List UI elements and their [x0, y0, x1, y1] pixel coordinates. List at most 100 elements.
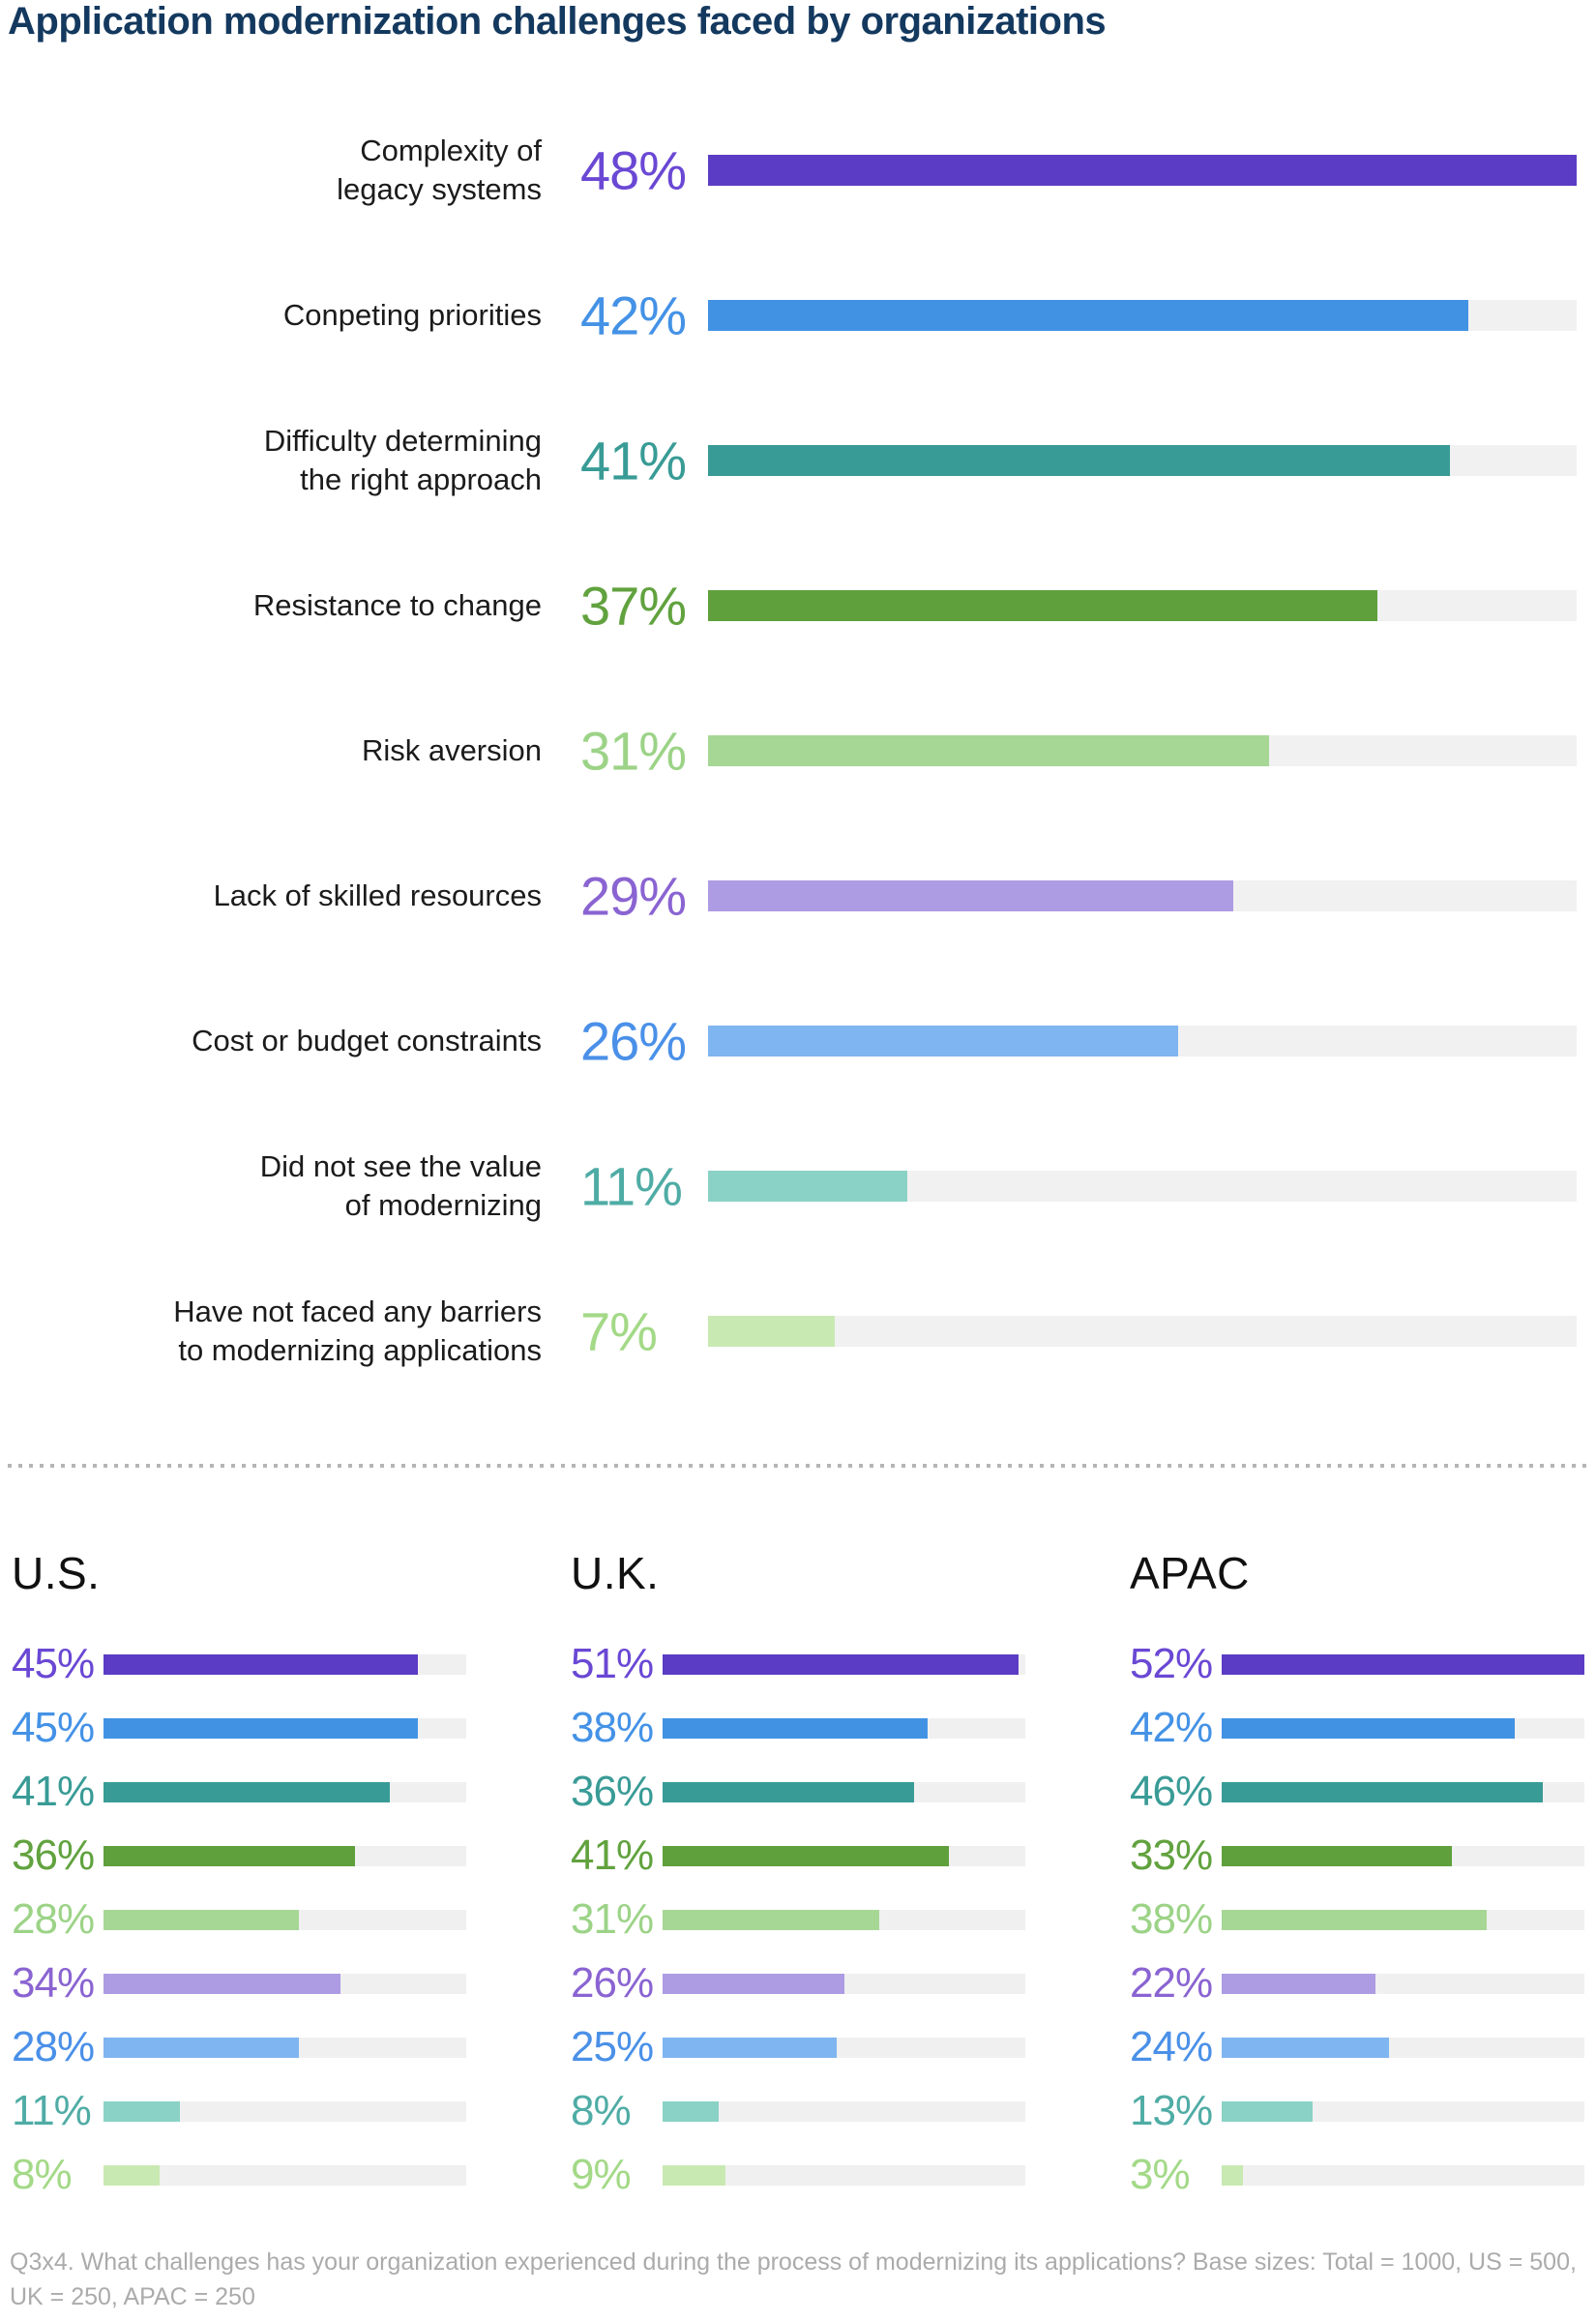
- bar-track: [1222, 1910, 1584, 1930]
- bar-fill: [663, 1718, 929, 1739]
- bar-fill: [1222, 2101, 1313, 2122]
- region-heading: U.K.: [571, 1548, 660, 1598]
- main-chart-row: Resistance to change 37%: [0, 576, 1596, 637]
- main-chart-row: Have not faced any barriers to modernizi…: [0, 1295, 1596, 1367]
- value-label: 8%: [12, 2151, 73, 2198]
- footnote: Q3x4. What challenges has your organizat…: [10, 2245, 1577, 2314]
- bar-fill: [103, 1654, 418, 1675]
- value-label: 13%: [1130, 2087, 1213, 2134]
- bar-track: [663, 1782, 1025, 1802]
- category-label: Cost or budget constraints: [192, 1024, 542, 1057]
- value-label: 41%: [12, 1768, 95, 1815]
- value-label: 7%: [580, 1300, 658, 1362]
- bar-fill: [663, 2038, 838, 2058]
- region-column: APAC 52% 42% 46% 33% 38% 22% 24% 13% 3%: [1128, 1533, 1596, 2278]
- value-label: 24%: [1130, 2023, 1213, 2070]
- bar-fill: [663, 2165, 725, 2186]
- bar-fill: [103, 2038, 299, 2058]
- value-label: 26%: [580, 1010, 687, 1072]
- value-label: 48%: [580, 139, 687, 201]
- value-label: 11%: [12, 2087, 92, 2134]
- bar-track: [1222, 1654, 1584, 1675]
- bar-fill: [103, 1910, 299, 1930]
- bar-track: [1222, 1846, 1584, 1866]
- value-label: 42%: [1130, 1704, 1213, 1751]
- bar-fill: [1222, 1718, 1515, 1739]
- bar-fill: [663, 2101, 719, 2122]
- bar-track: [103, 1846, 466, 1866]
- bar-fill: [1222, 1782, 1543, 1802]
- bar-track: [103, 1654, 466, 1675]
- value-label: 37%: [580, 575, 687, 637]
- bar-fill: [103, 2101, 181, 2122]
- bar-fill: [663, 1910, 879, 1930]
- main-chart-row: Cost or budget constraints 26%: [0, 1011, 1596, 1072]
- region-heading: APAC: [1130, 1548, 1250, 1598]
- bar-fill: [1222, 2165, 1243, 2186]
- bar-track: [103, 1974, 466, 1994]
- bar-track: [103, 1910, 466, 1930]
- value-label: 8%: [571, 2087, 632, 2134]
- value-label: 42%: [580, 284, 687, 346]
- bar-track: [708, 300, 1577, 331]
- value-label: 51%: [571, 1640, 654, 1687]
- value-label: 45%: [12, 1704, 95, 1751]
- bar-track: [663, 2038, 1025, 2058]
- page-title: Application modernization challenges fac…: [8, 0, 1107, 43]
- value-label: 38%: [571, 1704, 654, 1751]
- value-label: 9%: [571, 2151, 632, 2198]
- value-label: 46%: [1130, 1768, 1213, 1815]
- bar-fill: [1222, 2038, 1390, 2058]
- bar-track: [103, 2038, 466, 2058]
- main-chart-row: Did not see the value of modernizing 11%: [0, 1149, 1596, 1222]
- bar-fill: [708, 735, 1269, 766]
- category-label: Risk aversion: [361, 733, 542, 767]
- bar-track: [708, 155, 1577, 186]
- value-label: 52%: [1130, 1640, 1213, 1687]
- category-label: Difficulty determining the right approac…: [263, 424, 542, 496]
- category-label: Lack of skilled resources: [213, 878, 542, 912]
- value-label: 11%: [580, 1155, 683, 1217]
- bar-fill: [103, 1718, 418, 1739]
- value-label: 28%: [12, 1895, 95, 1943]
- main-chart-row: Lack of skilled resources 29%: [0, 866, 1596, 927]
- category-label: Complexity of legacy systems: [337, 134, 542, 206]
- region-column: U.S. 45% 45% 41% 36% 28% 34% 28% 11% 8%: [10, 1533, 513, 2278]
- bar-track: [708, 1316, 1577, 1347]
- footnote-line-1: Q3x4. What challenges has your organizat…: [10, 2248, 1577, 2276]
- bar-fill: [708, 1026, 1179, 1057]
- bar-track: [708, 445, 1577, 476]
- bar-fill: [1222, 1974, 1375, 1994]
- bar-track: [663, 2165, 1025, 2186]
- bar-track: [708, 1026, 1577, 1057]
- value-label: 33%: [1130, 1831, 1213, 1879]
- bar-track: [1222, 2038, 1584, 2058]
- value-label: 25%: [571, 2023, 654, 2070]
- bar-fill: [103, 1846, 355, 1866]
- value-label: 36%: [12, 1831, 95, 1879]
- bar-fill: [663, 1654, 1019, 1675]
- bar-track: [103, 1782, 466, 1802]
- value-label: 31%: [580, 720, 687, 782]
- bar-track: [663, 1846, 1025, 1866]
- value-label: 45%: [12, 1640, 95, 1687]
- value-label: 22%: [1130, 1959, 1213, 2007]
- bar-fill: [103, 1782, 390, 1802]
- bar-track: [708, 880, 1577, 911]
- category-label: Did not see the value of modernizing: [259, 1149, 542, 1222]
- dotted-divider: [8, 1464, 1588, 1468]
- bar-fill: [708, 445, 1451, 476]
- bar-fill: [708, 1171, 907, 1202]
- bar-track: [103, 2101, 466, 2122]
- value-label: 34%: [12, 1959, 95, 2007]
- footnote-line-2: UK = 250, APAC = 250: [10, 2283, 255, 2310]
- bar-track: [708, 735, 1577, 766]
- region-heading: U.S.: [12, 1548, 101, 1598]
- bar-track: [1222, 2165, 1584, 2186]
- main-chart-row: Complexity of legacy systems 48%: [0, 134, 1596, 206]
- bar-fill: [708, 590, 1378, 621]
- value-label: 26%: [571, 1959, 654, 2007]
- bar-fill: [1222, 1654, 1584, 1675]
- bar-fill: [663, 1974, 844, 1994]
